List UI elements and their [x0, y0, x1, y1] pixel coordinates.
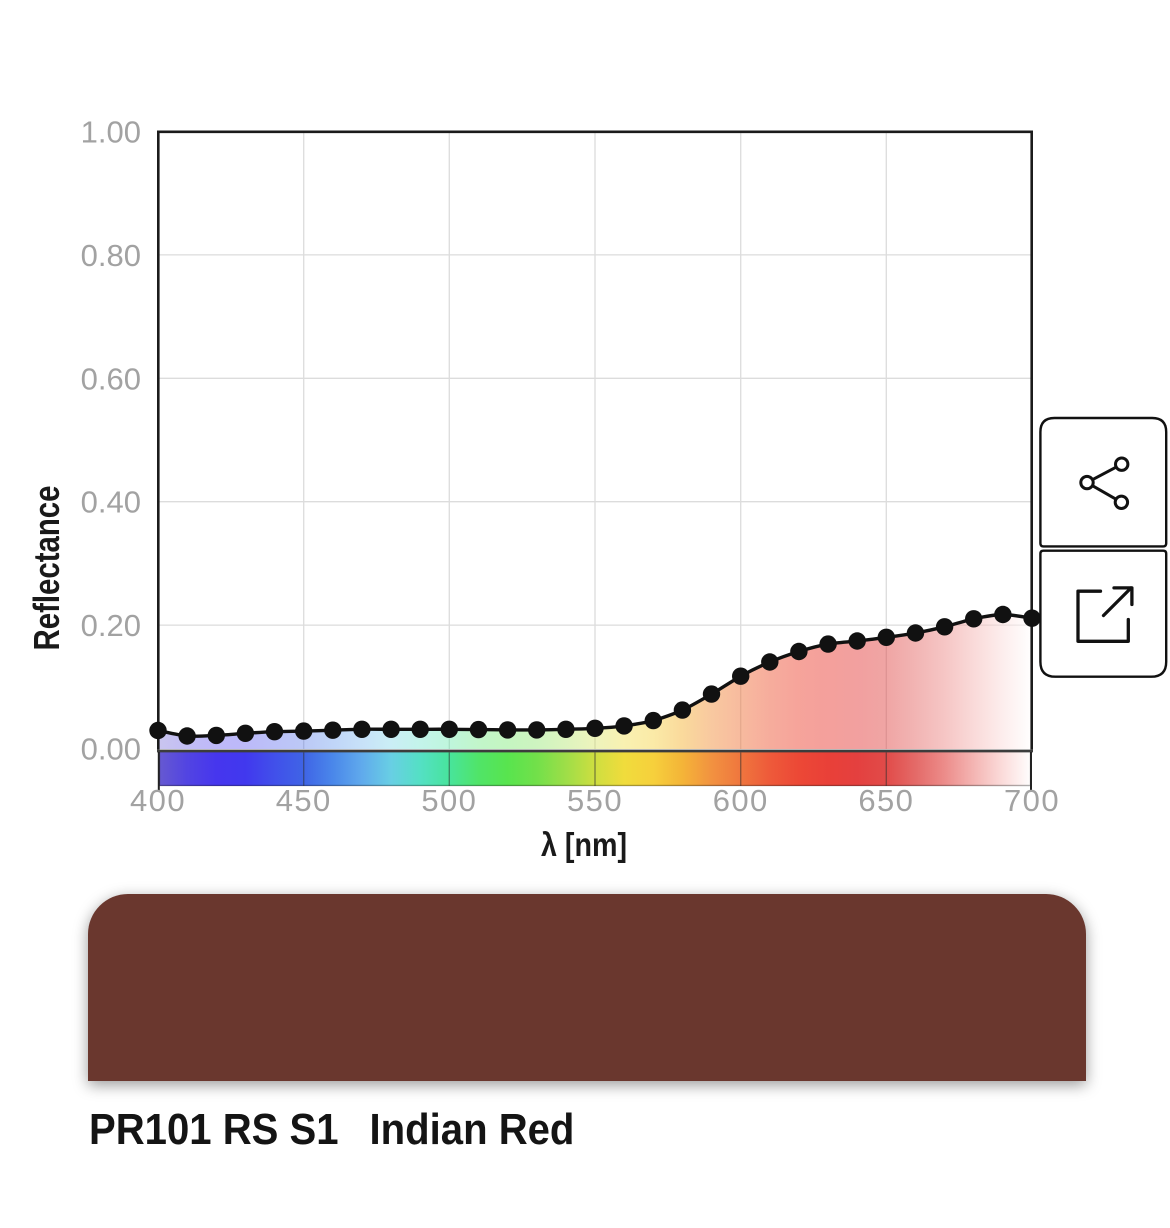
svg-text:650: 650 [858, 783, 914, 818]
svg-text:700: 700 [1004, 783, 1060, 818]
svg-text:0.20: 0.20 [81, 608, 141, 643]
svg-text:1.00: 1.00 [81, 115, 141, 150]
svg-text:0.80: 0.80 [81, 238, 141, 273]
svg-text:0.60: 0.60 [81, 361, 141, 396]
svg-text:600: 600 [713, 783, 769, 818]
svg-text:Reflectance: Reflectance [26, 486, 67, 651]
svg-text:450: 450 [276, 783, 332, 818]
svg-text:550: 550 [567, 783, 623, 818]
svg-text:400: 400 [130, 783, 186, 818]
svg-text:0.40: 0.40 [81, 485, 141, 520]
svg-text:λ [nm]: λ [nm] [541, 826, 627, 863]
svg-text:0.00: 0.00 [81, 732, 141, 767]
svg-text:500: 500 [421, 783, 477, 818]
